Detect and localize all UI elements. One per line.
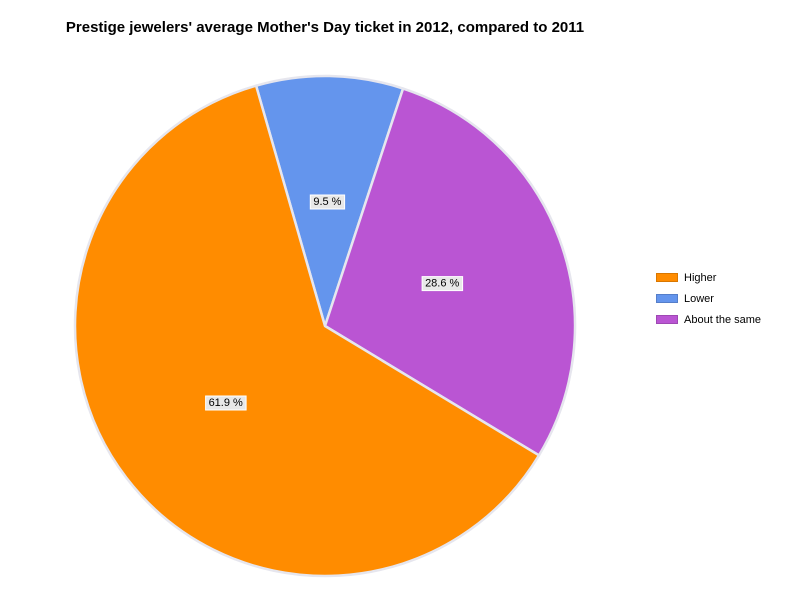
legend-label: Lower <box>684 292 714 305</box>
slice-label-group: 28.6 % <box>421 276 464 292</box>
slice-label: 9.5 % <box>313 196 341 208</box>
pie-slice-higher <box>73 84 541 578</box>
slice-label-box <box>421 276 464 292</box>
legend-item-higher: Higher <box>656 267 761 288</box>
legend-item-about-the-same: About the same <box>656 309 761 330</box>
chart-title: Prestige jewelers' average Mother's Day … <box>65 19 585 36</box>
legend-swatch <box>656 315 678 324</box>
legend-swatch <box>656 294 678 303</box>
slice-label-group: 9.5 % <box>309 194 346 210</box>
slice-label-box <box>205 395 247 411</box>
legend: Higher Lower About the same <box>656 267 761 330</box>
slice-label: 28.6 % <box>425 278 459 290</box>
slice-label-box <box>309 194 346 210</box>
legend-label: Higher <box>684 271 717 284</box>
legend-label: About the same <box>684 313 762 326</box>
slice-label-group: 61.9 % <box>205 395 247 411</box>
slice-label: 61.9 % <box>209 397 243 409</box>
legend-swatch <box>656 273 678 282</box>
legend-item-lower: Lower <box>656 288 761 309</box>
